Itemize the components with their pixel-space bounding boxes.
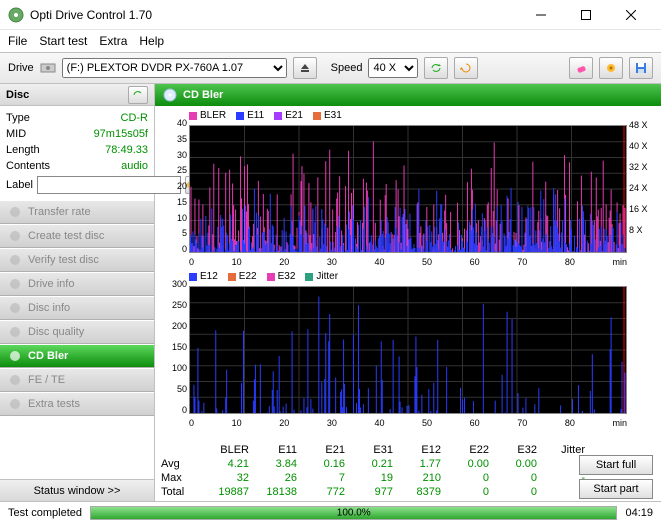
app-icon: [8, 7, 24, 23]
close-button[interactable]: [608, 0, 653, 30]
stats-panel: BLERE11E21E31E12E22E32JitterAvg4.213.840…: [155, 441, 661, 501]
nav-verify-test-disc[interactable]: Verify test disc: [0, 248, 154, 272]
nav-transfer-rate[interactable]: Transfer rate: [0, 200, 154, 224]
progress-bar: 100.0%: [90, 506, 617, 520]
start-full-button[interactable]: Start full: [579, 455, 653, 475]
menubar: File Start test Extra Help: [0, 30, 661, 52]
nav-create-test-disc[interactable]: Create test disc: [0, 224, 154, 248]
drive-icon: [40, 60, 56, 76]
chart2-xaxis: 01020304050607080min: [161, 418, 655, 428]
toolbar: Drive (F:) PLEXTOR DVDR PX-760A 1.07 Spe…: [0, 52, 661, 84]
speed-label: Speed: [331, 62, 363, 74]
mid-label: MID: [6, 128, 26, 140]
eject-button[interactable]: [293, 57, 317, 79]
elapsed-time: 04:19: [625, 507, 653, 519]
disc-icon: [163, 88, 177, 102]
chart1-legend: BLERE11E21E31: [161, 110, 655, 121]
save-button[interactable]: [629, 57, 653, 79]
menu-file[interactable]: File: [8, 34, 27, 48]
menu-start-test[interactable]: Start test: [39, 34, 87, 48]
nav-fe-te[interactable]: FE / TE: [0, 368, 154, 392]
minimize-button[interactable]: [518, 0, 563, 30]
statusbar: Test completed 100.0% 04:19: [0, 501, 661, 523]
label-label: Label: [6, 179, 33, 191]
type-label: Type: [6, 112, 30, 124]
settings-button[interactable]: [599, 57, 623, 79]
window-title: Opti Drive Control 1.70: [30, 8, 518, 22]
mid-value: 97m15s05f: [94, 128, 148, 140]
status-text: Test completed: [8, 507, 82, 519]
nav-drive-info[interactable]: Drive info: [0, 272, 154, 296]
nav-list: Transfer rateCreate test discVerify test…: [0, 200, 154, 479]
panel-header: CD Bler: [155, 84, 661, 106]
nav-disc-info[interactable]: Disc info: [0, 296, 154, 320]
nav-extra-tests[interactable]: Extra tests: [0, 392, 154, 416]
chart1-xaxis: 01020304050607080min: [161, 257, 655, 267]
drive-label: Drive: [8, 62, 34, 74]
nav-disc-quality[interactable]: Disc quality: [0, 320, 154, 344]
chart2-yaxis: 050100150200250300: [165, 286, 187, 414]
contents-label: Contents: [6, 160, 50, 172]
menu-help[interactable]: Help: [139, 34, 164, 48]
status-window-button[interactable]: Status window >>: [0, 479, 154, 501]
disc-header: Disc: [0, 84, 154, 106]
start-part-button[interactable]: Start part: [579, 479, 653, 499]
drive-select[interactable]: (F:) PLEXTOR DVDR PX-760A 1.07: [62, 58, 287, 78]
length-value: 78:49.33: [105, 144, 148, 156]
chart2-legend: E12E22E32Jitter: [161, 271, 655, 282]
contents-value: audio: [121, 160, 148, 172]
chart2-plot: [189, 286, 627, 414]
length-label: Length: [6, 144, 40, 156]
maximize-button[interactable]: [563, 0, 608, 30]
disc-info: Type CD-R MID 97m15s05f Length 78:49.33 Con…: [0, 106, 154, 200]
menu-extra[interactable]: Extra: [99, 34, 127, 48]
type-value: CD-R: [121, 112, 149, 124]
chart1-yaxis-right: 48 X40 X32 X24 X16 X8 X: [629, 125, 655, 253]
refresh-button[interactable]: [424, 57, 448, 79]
chart1-yaxis: 0510152025303540: [165, 125, 187, 253]
reload-button[interactable]: [454, 57, 478, 79]
nav-cd-bler[interactable]: CD Bler: [0, 344, 154, 368]
disc-refresh-button[interactable]: [128, 86, 148, 104]
chart1-plot: [189, 125, 627, 253]
erase-button[interactable]: [569, 57, 593, 79]
speed-select[interactable]: 40 X: [368, 58, 418, 78]
